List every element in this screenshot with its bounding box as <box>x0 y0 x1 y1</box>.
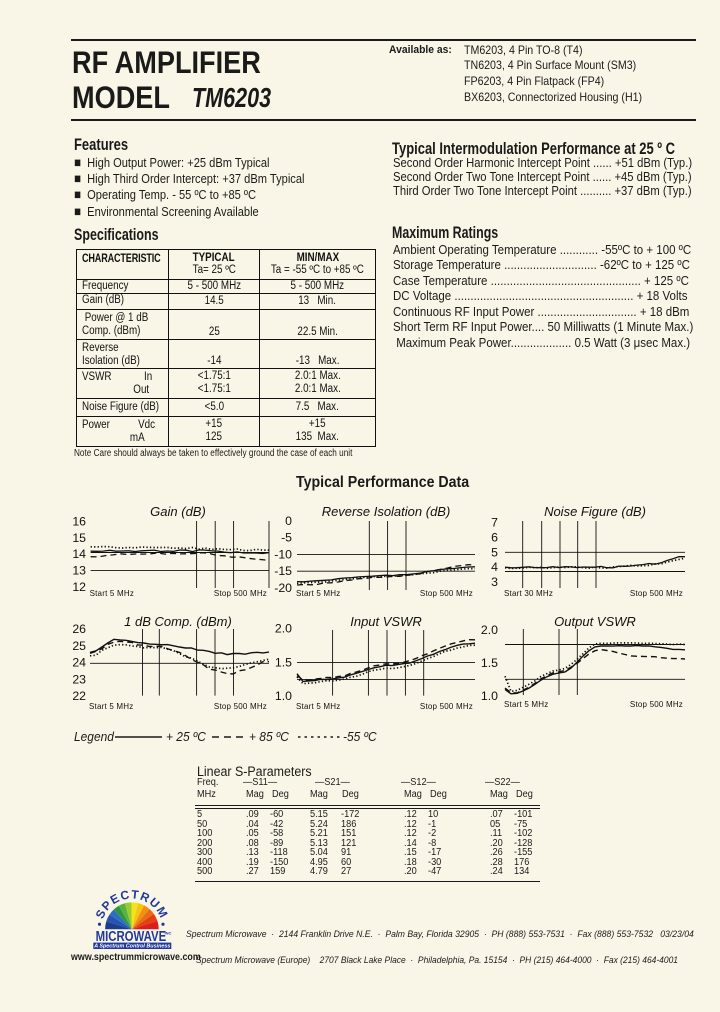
svg-text:INC: INC <box>165 931 172 936</box>
svg-text:26: 26 <box>72 622 86 636</box>
svg-text:Start 5 MHz: Start 5 MHz <box>90 589 134 598</box>
svg-text:0: 0 <box>285 514 292 528</box>
svg-text:24: 24 <box>72 656 86 670</box>
svg-text:Gain (dB): Gain (dB) <box>150 504 206 519</box>
svg-text:Stop 500 MHz: Stop 500 MHz <box>214 589 267 598</box>
svg-text:Stop 500 MHz: Stop 500 MHz <box>214 702 267 711</box>
svg-text:7: 7 <box>491 516 498 530</box>
svg-text:14: 14 <box>72 547 86 561</box>
svg-text:1.0: 1.0 <box>481 689 498 703</box>
svg-text:-5: -5 <box>281 531 292 545</box>
svg-text:1.5: 1.5 <box>481 656 498 670</box>
svg-text:Start 5 MHz: Start 5 MHz <box>296 702 340 711</box>
svg-text:1.5: 1.5 <box>275 656 292 670</box>
svg-text:-20: -20 <box>274 581 292 595</box>
svg-text:-15: -15 <box>274 564 292 578</box>
svg-text:Start 5 MHz: Start 5 MHz <box>504 700 548 709</box>
svg-text:A Spectrum Control Business: A Spectrum Control Business <box>93 944 170 950</box>
svg-text:Reverse Isolation (dB): Reverse Isolation (dB) <box>322 504 451 519</box>
svg-text:16: 16 <box>72 514 86 528</box>
svg-text:Input VSWR: Input VSWR <box>350 614 422 629</box>
svg-text:4: 4 <box>491 560 498 574</box>
svg-text:Start 5 MHz: Start 5 MHz <box>296 589 340 598</box>
svg-text:23: 23 <box>72 672 86 686</box>
svg-text:Stop 500 MHz: Stop 500 MHz <box>630 700 683 709</box>
svg-text:6: 6 <box>491 531 498 545</box>
svg-text:3: 3 <box>491 575 498 589</box>
svg-text:-10: -10 <box>274 547 292 561</box>
svg-text:Start 5 MHz: Start 5 MHz <box>89 702 133 711</box>
svg-text:Output VSWR: Output VSWR <box>554 614 636 629</box>
svg-text:Stop 500 MHz: Stop 500 MHz <box>420 702 473 711</box>
svg-text:1 dB Comp. (dBm): 1 dB Comp. (dBm) <box>124 614 232 629</box>
svg-text:22: 22 <box>72 689 86 703</box>
svg-text:Start 30 MHz: Start 30 MHz <box>504 589 553 598</box>
svg-text:Stop 500 MHz: Stop 500 MHz <box>630 589 683 598</box>
svg-text:5: 5 <box>491 545 498 559</box>
svg-text:Stop 500 MHz: Stop 500 MHz <box>420 589 473 598</box>
svg-text:13: 13 <box>72 564 86 578</box>
svg-text:15: 15 <box>72 531 86 545</box>
svg-text:MICROWAVE: MICROWAVE <box>96 928 167 945</box>
svg-text:25: 25 <box>72 639 86 653</box>
svg-text:2.0: 2.0 <box>481 623 498 637</box>
svg-text:2.0: 2.0 <box>275 621 292 635</box>
svg-text:1.0: 1.0 <box>275 689 292 703</box>
svg-text:12: 12 <box>72 580 86 594</box>
svg-text:Noise Figure (dB): Noise Figure (dB) <box>544 504 646 519</box>
